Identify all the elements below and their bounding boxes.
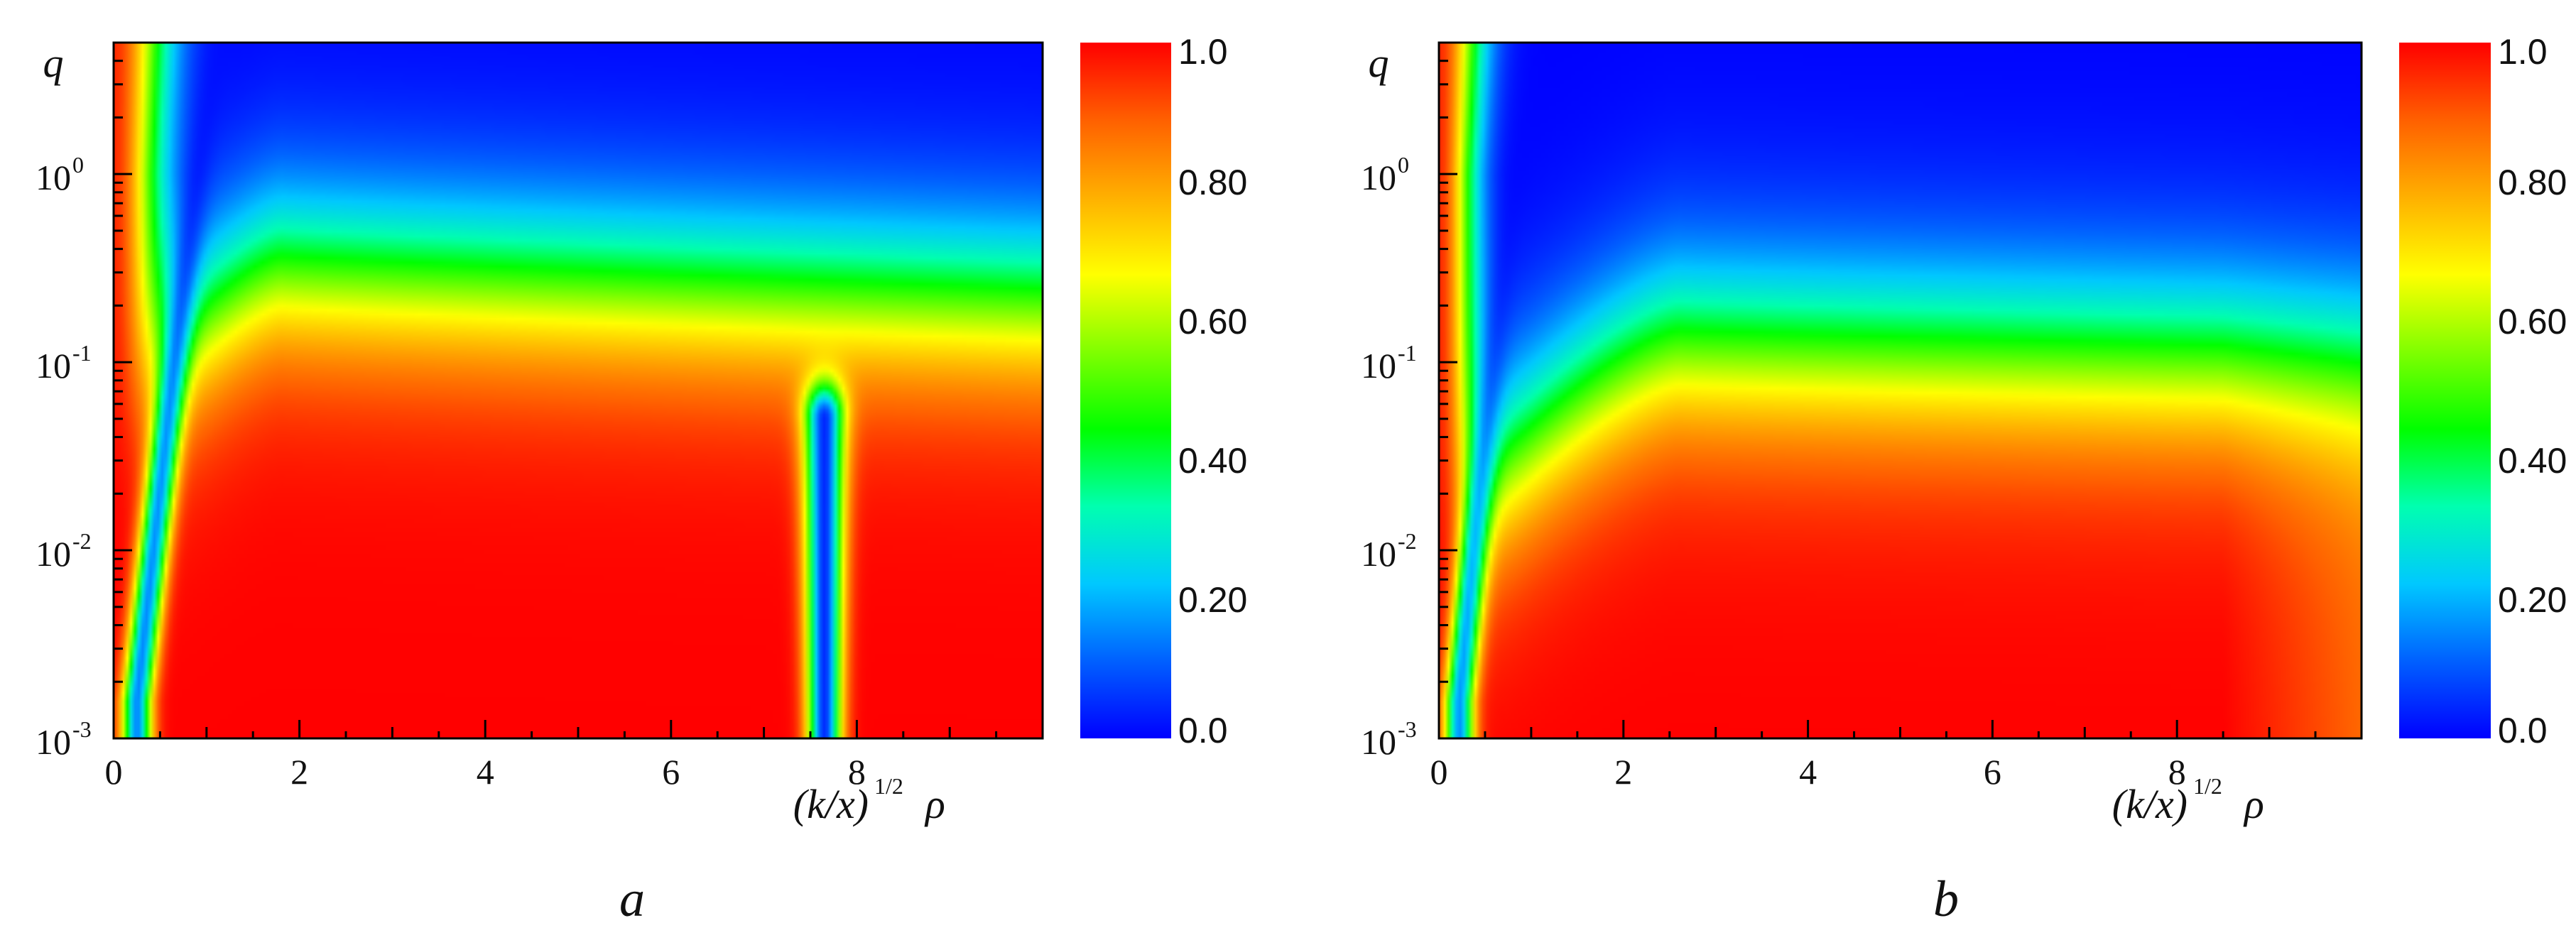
y-axis-label: q bbox=[43, 40, 64, 86]
y-tick-label-base: 10 bbox=[36, 158, 71, 197]
panel-caption: b bbox=[1933, 870, 1959, 927]
x-axis-label-variable: ρ bbox=[924, 781, 945, 827]
y-tick-label-base: 10 bbox=[1361, 158, 1396, 197]
y-tick-label-exponent: 0 bbox=[72, 152, 84, 177]
y-tick-label-exponent: -3 bbox=[72, 716, 92, 742]
colorbar-label: 0.20 bbox=[2498, 580, 2567, 620]
colorbar-label: 0.60 bbox=[2498, 302, 2567, 342]
y-tick-label-exponent: 0 bbox=[1398, 152, 1409, 177]
colorbar-label: 1.0 bbox=[1178, 32, 1228, 72]
x-tick-label: 4 bbox=[1799, 752, 1817, 792]
x-tick-label: 4 bbox=[477, 752, 494, 792]
colorbar-label: 0.60 bbox=[1178, 302, 1247, 342]
x-tick-label: 6 bbox=[1984, 752, 2001, 792]
colorbar-label: 0.80 bbox=[2498, 163, 2567, 202]
y-axis-label: q bbox=[1369, 40, 1389, 86]
x-axis-label-base: (k/x) bbox=[793, 781, 869, 827]
y-tick-label-exponent: -1 bbox=[72, 340, 92, 366]
colorbar-label: 0.0 bbox=[2498, 711, 2548, 750]
x-tick-label: 2 bbox=[290, 752, 308, 792]
y-tick-label-base: 10 bbox=[36, 346, 71, 386]
y-tick-label-exponent: -2 bbox=[72, 528, 92, 554]
x-tick-label: 0 bbox=[1430, 752, 1448, 792]
colorbar-label: 0.20 bbox=[1178, 580, 1247, 620]
y-tick-label-exponent: -1 bbox=[1398, 340, 1417, 366]
x-tick-label: 6 bbox=[662, 752, 680, 792]
x-tick-label: 0 bbox=[105, 752, 123, 792]
y-tick-label-exponent: -2 bbox=[1398, 528, 1417, 554]
x-axis-label-exponent: 1/2 bbox=[2193, 773, 2222, 799]
x-axis-label-exponent: 1/2 bbox=[874, 773, 903, 799]
y-tick-label-exponent: -3 bbox=[1398, 716, 1417, 742]
y-tick-label-base: 10 bbox=[1361, 722, 1396, 762]
panel-caption: a bbox=[619, 870, 645, 927]
y-tick-label-base: 10 bbox=[36, 722, 71, 762]
y-tick-label-base: 10 bbox=[1361, 346, 1396, 386]
x-tick-label: 8 bbox=[2168, 752, 2186, 792]
colorbar-label: 0.80 bbox=[1178, 163, 1247, 202]
heatmap-b bbox=[1439, 43, 2362, 738]
x-axis-label-base: (k/x) bbox=[2112, 781, 2188, 827]
y-tick-label-base: 10 bbox=[36, 534, 71, 574]
x-axis-label-variable: ρ bbox=[2243, 781, 2264, 827]
y-tick-label-base: 10 bbox=[1361, 534, 1396, 574]
colorbar-label: 0.40 bbox=[2498, 441, 2567, 481]
x-tick-label: 8 bbox=[848, 752, 866, 792]
x-tick-label: 2 bbox=[1614, 752, 1632, 792]
colorbar bbox=[1080, 43, 1171, 738]
colorbar-label: 0.0 bbox=[1178, 711, 1228, 750]
colorbar-label: 1.0 bbox=[2498, 32, 2548, 72]
colorbar-label: 0.40 bbox=[1178, 441, 1247, 481]
heatmap-a bbox=[114, 43, 1043, 738]
colorbar bbox=[2399, 43, 2491, 738]
